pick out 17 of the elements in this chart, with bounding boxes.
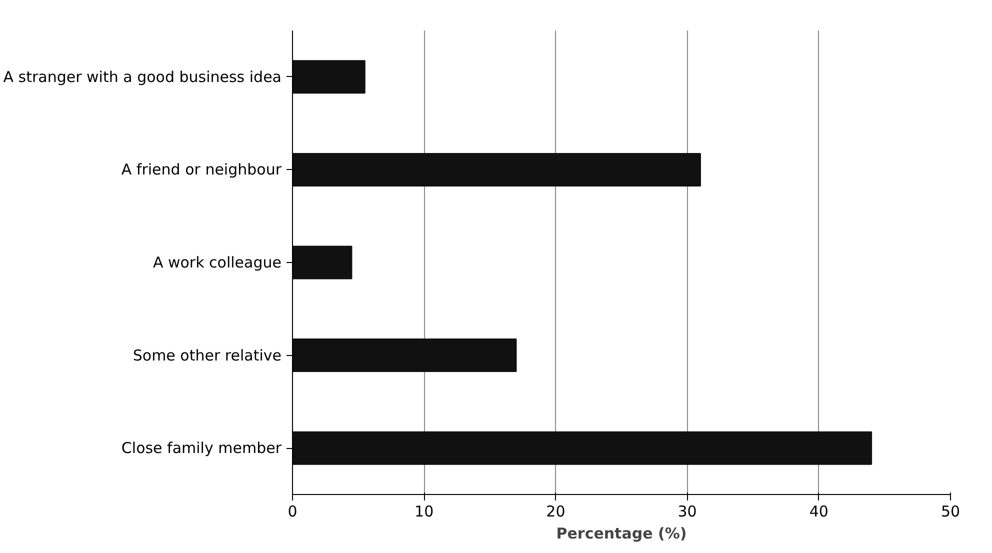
x-tick-label: 0 [288, 502, 298, 520]
x-tick-label: 10 [414, 502, 434, 520]
y-tick-label: A work colleague [152, 254, 282, 272]
bar [292, 246, 352, 280]
y-tick-label: Close family member [121, 439, 282, 458]
y-tick-label: A stranger with a good business idea [3, 68, 282, 86]
bar [292, 60, 366, 94]
x-axis-title: Percentage (%) [556, 524, 687, 542]
bar [292, 152, 701, 186]
x-tick-label: 50 [940, 502, 960, 520]
x-tick-label: 30 [678, 502, 697, 520]
x-tick-label: 20 [546, 502, 566, 520]
bar [292, 431, 872, 465]
bar [292, 338, 517, 372]
x-tick-label: 40 [809, 502, 828, 520]
y-tick-label: Some other relative [132, 346, 282, 364]
y-tick-label: A friend or neighbour [121, 160, 282, 179]
